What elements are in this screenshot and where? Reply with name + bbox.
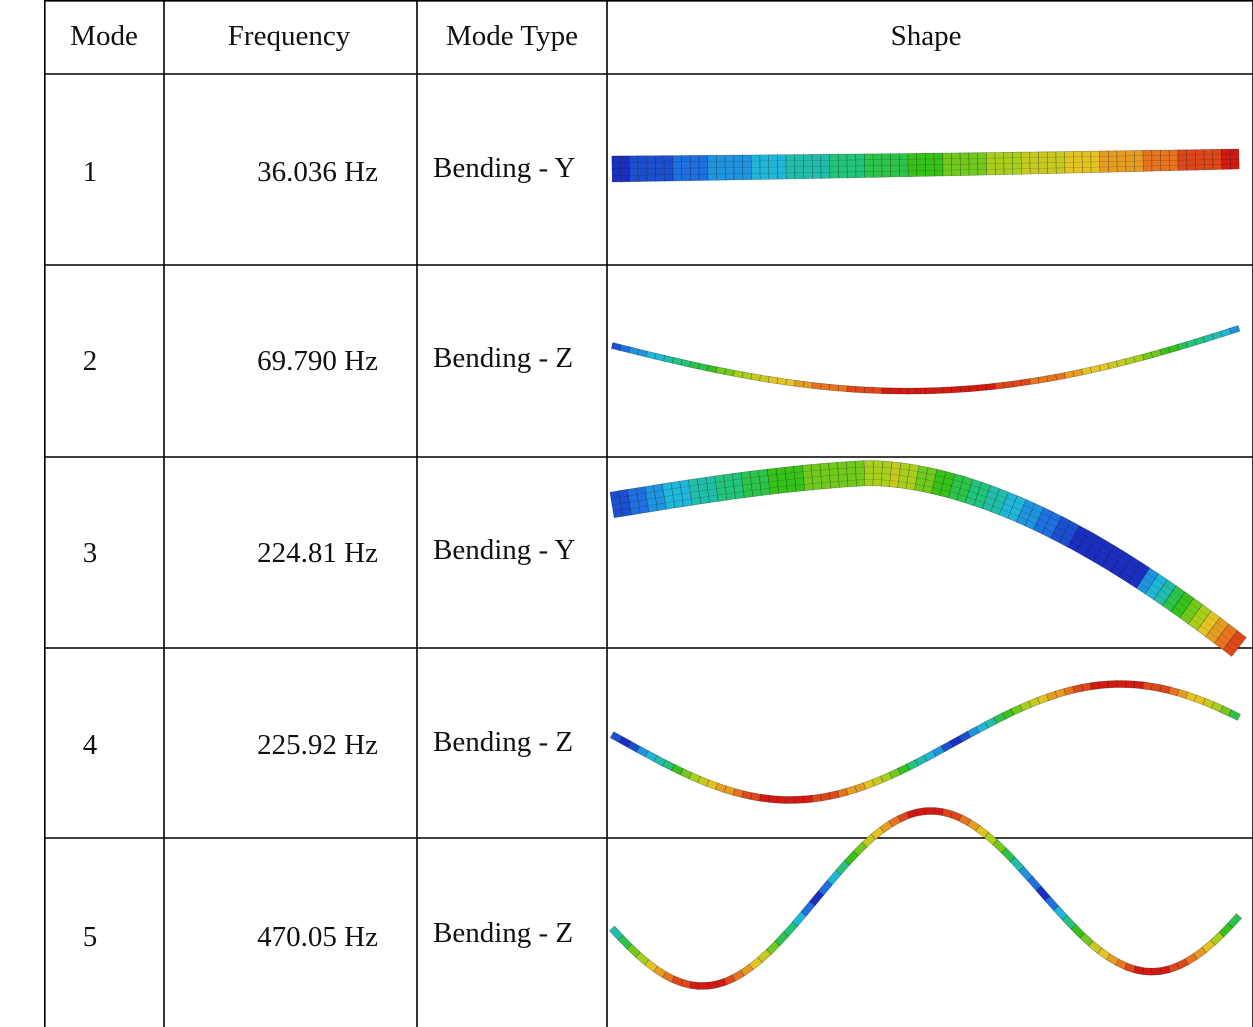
table-row-1-mode-type: Bending - Y xyxy=(433,152,576,184)
table-row-4-mode: 4 xyxy=(82,729,98,761)
table-row-2-frequency: 69.790 Hz xyxy=(257,345,378,377)
table-row-5-frequency: 470.05 Hz xyxy=(257,921,378,953)
table-row-1-mode: 1 xyxy=(82,156,98,188)
table-row-5-mode-type: Bending - Z xyxy=(433,917,574,949)
table-row-4-frequency: 225.92 Hz xyxy=(257,729,378,761)
header-mode: Mode xyxy=(70,20,138,52)
mode-shape-table: Mode Frequency Mode Type Shape 1 36.036 … xyxy=(44,0,1253,1027)
mode-shape-3-icon xyxy=(609,460,1247,657)
mode-shape-5-icon xyxy=(608,807,1243,990)
table-row-5-mode: 5 xyxy=(82,921,98,953)
table-grid xyxy=(44,0,1253,1027)
table-row-1-frequency: 36.036 Hz xyxy=(257,156,378,188)
table-row-3-mode-type: Bending - Y xyxy=(433,534,576,566)
table-row-2-mode: 2 xyxy=(82,345,98,377)
table-row-3-frequency: 224.81 Hz xyxy=(257,537,378,569)
mode-shape-4-icon xyxy=(609,680,1241,804)
header-shape: Shape xyxy=(890,20,962,52)
table-row-4-mode-type: Bending - Z xyxy=(433,726,574,758)
table-row-2-mode-type: Bending - Z xyxy=(433,342,574,374)
mode-shape-2-icon xyxy=(610,325,1241,395)
header-frequency: Frequency xyxy=(227,20,351,52)
mode-shape-1-icon xyxy=(611,148,1240,183)
header-mode-type: Mode Type xyxy=(446,20,578,52)
mode-shapes xyxy=(608,148,1247,990)
table-row-3-mode: 3 xyxy=(82,537,98,569)
